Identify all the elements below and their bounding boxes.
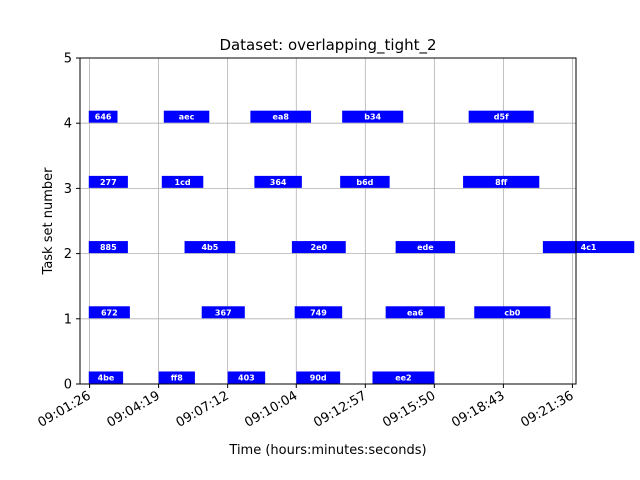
task-bar-label: 1cd — [175, 178, 191, 187]
task-bar-label: 90d — [310, 373, 327, 382]
task-bar — [88, 241, 128, 254]
task-bar-label: ff8 — [171, 373, 183, 382]
task-bar — [88, 175, 128, 188]
task-bar-label: b34 — [364, 113, 381, 122]
task-bar — [158, 371, 195, 384]
chart-title: Dataset: overlapping_tight_2 — [219, 36, 436, 55]
y-tick-label: 2 — [64, 247, 72, 262]
task-bar-label: aec — [179, 113, 195, 122]
y-axis-label: Task set number — [41, 167, 56, 276]
task-bar — [395, 241, 456, 254]
task-bar-label: 403 — [238, 373, 255, 382]
task-bar-label: ee2 — [395, 373, 411, 382]
task-bar-label: 277 — [100, 178, 117, 187]
task-bar — [254, 175, 302, 188]
task-bar-label: 4b5 — [201, 243, 218, 252]
task-bar — [250, 110, 312, 123]
plot-frame — [79, 57, 577, 385]
task-bar — [88, 110, 118, 123]
task-bar-label: ea6 — [407, 308, 424, 317]
y-tick-label: 5 — [64, 52, 72, 67]
task-bar — [463, 175, 540, 188]
task-bar — [201, 306, 245, 319]
task-bar — [161, 175, 204, 188]
task-bar-label: 749 — [310, 308, 327, 317]
task-bar — [542, 241, 635, 254]
task-bar-label: ede — [417, 243, 434, 252]
task-bar — [227, 371, 266, 384]
task-bar-label: 364 — [270, 178, 287, 187]
x-axis-label: Time (hours:minutes:seconds) — [228, 443, 426, 458]
task-bar — [163, 110, 210, 123]
task-bar — [294, 306, 343, 319]
task-bar-label: 2e0 — [311, 243, 328, 252]
task-bar-label: 8ff — [495, 178, 508, 187]
task-bar-label: 885 — [100, 243, 117, 252]
task-bar — [340, 175, 390, 188]
task-bar — [468, 110, 534, 123]
task-bar-label: b6d — [356, 178, 373, 187]
task-bars: 646 aec ea8 b34 d5f 277 1cd 364 b6d 8ff 885 4b5 2e0 e… — [88, 110, 635, 384]
y-tick-label: 3 — [64, 182, 72, 197]
task-bar-label: 646 — [95, 113, 112, 122]
task-bar — [372, 371, 435, 384]
task-bar-label: 4c1 — [581, 243, 597, 252]
task-bar-label: 4be — [98, 373, 115, 382]
task-bar-label: 367 — [215, 308, 232, 317]
y-tick-label: 1 — [64, 312, 72, 327]
task-bar-label: ea8 — [273, 113, 290, 122]
task-bar — [184, 241, 236, 254]
task-bar — [385, 306, 445, 319]
task-bar-label: d5f — [494, 113, 509, 122]
y-axis: 0 1 2 3 4 5 — [64, 52, 80, 393]
task-bar — [88, 371, 124, 384]
task-bar — [474, 306, 551, 319]
task-bar-label: 672 — [101, 308, 118, 317]
task-bar — [296, 371, 341, 384]
task-bar — [88, 306, 130, 319]
task-bar — [291, 241, 346, 254]
task-bar — [342, 110, 404, 123]
y-tick-label: 4 — [64, 117, 72, 132]
y-tick-label: 0 — [64, 378, 72, 393]
task-bar-label: cb0 — [504, 308, 520, 317]
